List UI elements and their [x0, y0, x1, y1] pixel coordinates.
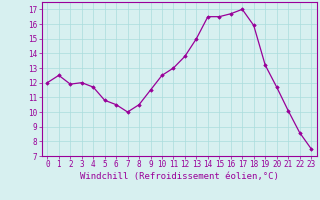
X-axis label: Windchill (Refroidissement éolien,°C): Windchill (Refroidissement éolien,°C) — [80, 172, 279, 181]
